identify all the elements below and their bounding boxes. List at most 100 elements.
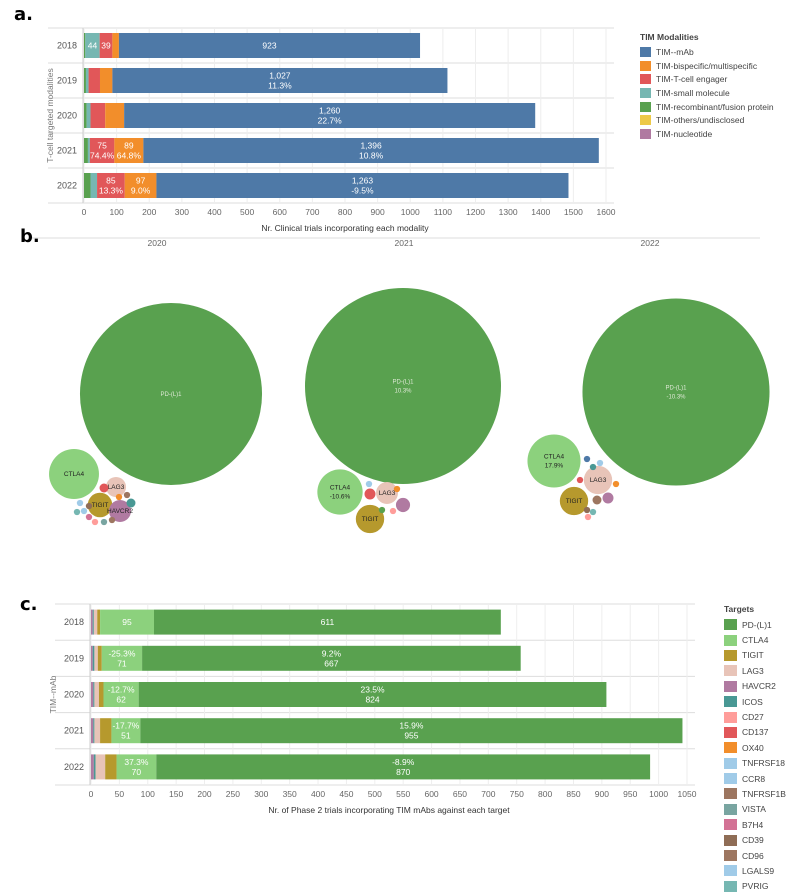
x-tick-label: 0 (82, 207, 87, 217)
legend-label: CD39 (742, 835, 764, 846)
data-label: 923 (262, 41, 276, 51)
bubble-label: 10.3% (394, 389, 412, 395)
data-label: 10.8% (359, 151, 384, 161)
legend-item-pvrig: PVRIG (724, 879, 786, 894)
legend-item-cd39: CD39 (724, 832, 786, 847)
legend-swatch (724, 819, 737, 831)
legend-swatch (640, 74, 651, 85)
legend-title: Targets (724, 604, 755, 614)
data-label: 11.3% (268, 81, 292, 91)
x-tick-label: 950 (623, 789, 637, 799)
chart-c: 0 50 100 150 200 250 300 350 400 450 500 550 600 650 7… (48, 603, 697, 815)
bar-tigit-2021 (100, 718, 112, 744)
legend-label: HAVCR2 (742, 681, 776, 692)
legend-c: Targets PD-(L)1 CTLA4 TIGIT LAG3 HAVCR2 ICOS CD… (724, 604, 786, 894)
legend-swatch (640, 60, 651, 71)
data-label: 95 (122, 617, 132, 627)
data-label: 15.9% (399, 721, 424, 731)
bar-tim-recombinant-fusion-protein-2018 (84, 33, 86, 58)
bubble-tnfrsf18-2020 (80, 507, 88, 515)
legend-swatch (640, 46, 651, 57)
chart-a: 0 100 200 300 400 500 600 700 800 900 1000 1100 1200… (45, 27, 616, 233)
x-tick-label: 1500 (564, 207, 583, 217)
bubble-havcr2-2021 (395, 497, 411, 513)
category-label-2021: 2021 (64, 726, 84, 736)
bubble-ox40-2021 (393, 485, 401, 493)
data-label: 71 (117, 658, 127, 668)
x-tick-label: 750 (510, 789, 524, 799)
data-label: 1,027 (269, 71, 291, 81)
bubble-icos-2022 (583, 455, 591, 463)
legend-item-cd96: CD96 (724, 848, 786, 863)
legend-item-b7h4: B7H4 (724, 817, 786, 832)
category-label-2021: 2021 (57, 146, 77, 156)
legend-item-tim-t-cell-engager: TIM-T-cell engager (640, 72, 774, 86)
bar-tim-small-molecule-2021 (87, 138, 90, 163)
legend-swatch (640, 115, 651, 126)
legend-swatch (724, 665, 737, 677)
bar-lag3-2021 (94, 718, 101, 744)
bar-tim-t-cell-engager-2019 (88, 68, 100, 93)
bubble-tigit-2021 (355, 504, 385, 534)
chart-b: 2020 2021 2022PD-(L)1CTLA4TIGITHAVCR2LAG3P… (32, 237, 770, 534)
x-tick-label: 300 (175, 207, 189, 217)
bubble-tigit-2022 (559, 486, 589, 516)
legend-swatch (640, 87, 651, 98)
legend-label: CD96 (742, 850, 764, 861)
data-label: 62 (116, 695, 126, 705)
bubble-pd-l-1-2020 (79, 302, 263, 486)
bubble-cd137-2022 (576, 476, 584, 484)
bubble-tigit-2020 (87, 492, 113, 518)
legend-item-tim-small-molecule: TIM-small molecule (640, 86, 774, 100)
x-tick-label: 500 (240, 207, 254, 217)
legend-label: B7H4 (742, 819, 764, 830)
panel-label-b: b. (20, 226, 40, 247)
bubble-ccr8-2020 (76, 499, 84, 507)
x-tick-label: 1600 (597, 207, 616, 217)
data-label: -9.5% (351, 186, 374, 196)
bar-havcr2-2021 (91, 718, 94, 744)
bubble-havcr2-2022 (602, 492, 614, 504)
bar-icos-2019 (92, 645, 95, 671)
bubble-label: TIGIT (92, 502, 109, 509)
data-label: -17.7% (112, 721, 139, 731)
category-label-2022: 2022 (57, 181, 77, 191)
bar-pd-l-1-2021 (140, 718, 683, 744)
x-tick-label: 650 (453, 789, 467, 799)
data-label: 667 (324, 658, 338, 668)
legend-label: TIM-small molecule (656, 87, 730, 98)
legend-swatch (724, 880, 737, 892)
bubble-ctla4-2022 (527, 434, 581, 488)
bubble-label: -10.3% (666, 395, 686, 401)
legend-swatch (724, 788, 737, 800)
bar-tim-bispecific-multispecific-2021 (114, 138, 144, 163)
legend-item-tnfrsf18: TNFRSF18 (724, 756, 786, 771)
bar-havcr2-2018 (91, 609, 93, 635)
legend-label: LGALS9 (742, 865, 775, 876)
x-tick-label: 600 (424, 789, 438, 799)
bubble-label: CTLA4 (64, 471, 85, 478)
x-tick-label: 500 (368, 789, 382, 799)
bubble-vista-2022 (589, 463, 597, 471)
x-tick-label: 1050 (678, 789, 697, 799)
bar-icos-2020 (93, 682, 95, 707)
bar-tim-mab-2019 (112, 68, 448, 93)
data-label: -12.7% (108, 685, 135, 695)
x-tick-label: 1200 (466, 207, 485, 217)
legend-label: VISTA (742, 804, 766, 815)
bar-pd-l-1-2018 (154, 609, 501, 635)
bar-tim-t-cell-engager-2020 (90, 103, 106, 128)
legend-swatch (724, 850, 737, 862)
x-tick-label: 200 (197, 789, 211, 799)
panel-label-a: a. (14, 4, 33, 25)
bubble-label: CTLA4 (544, 454, 565, 461)
legend-label: PD-(L)1 (742, 619, 772, 630)
x-tick-label: 900 (595, 789, 609, 799)
legend-item-tim-mab: TIM--mAb (640, 45, 774, 59)
bar-lag3-2019 (94, 645, 98, 671)
bubble-icos-2021 (378, 506, 386, 514)
bar-pd-l-1-2020 (138, 682, 607, 707)
legend-swatch (724, 757, 737, 769)
data-label: 64.8% (117, 151, 142, 161)
bar-tim-mab-2021 (143, 138, 599, 163)
